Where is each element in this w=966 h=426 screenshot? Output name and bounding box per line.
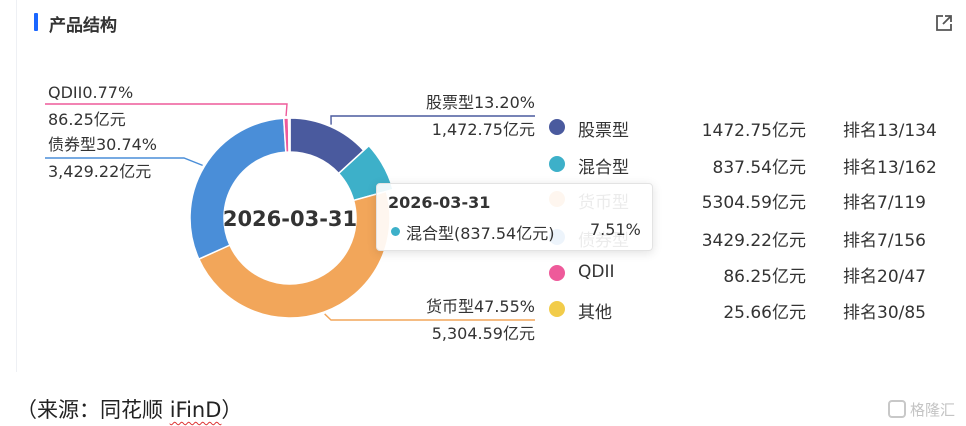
legend-name-1: 股票型 [578,121,629,141]
legend-dot-1 [549,119,565,135]
slice-label-3: 货币型47.55% [426,297,535,316]
leader-line-1 [330,115,535,125]
source-note: （来源：同花顺 iFinD） [16,394,242,424]
legend-rank-3: 排名7/119 [843,193,926,213]
leader-line-3 [324,313,535,321]
source-brand: iFinD [169,398,222,422]
legend-amount-6: 25.66亿元 [723,303,806,323]
slice-3[interactable] [197,190,391,319]
watermark: 格隆汇 [888,399,956,421]
legend-dot-5 [549,265,565,281]
source-suffix: ） [221,398,243,422]
legend-name-5: QDII [578,262,615,282]
legend-rank-4: 排名7/156 [843,231,926,251]
legend-rank-1: 排名13/134 [843,121,937,141]
slice-value-label-4: 3,429.22亿元 [48,162,151,181]
legend-dot-2 [549,156,565,172]
slice-value-label-3: 5,304.59亿元 [432,324,535,343]
legend-rank-5: 排名20/47 [843,267,926,287]
leader-line-4 [45,157,203,167]
legend-name-2: 混合型 [578,158,629,178]
watermark-text: 格隆汇 [910,401,956,419]
legend-rank-2: 排名13/162 [843,158,937,178]
export-icon[interactable] [935,14,953,32]
source-prefix: （来源：同花顺 [16,398,170,422]
slice-label-4: 债券型30.74% [48,135,157,154]
legend-name-6: 其他 [578,303,612,323]
slice-label-1: 股票型13.20% [426,93,535,112]
tooltip-percent: 7.51% [590,220,641,239]
donut-center-label: 2026-03-31 [223,207,357,231]
leader-line-5 [45,103,288,117]
card-title: 产品结构 [49,16,117,36]
legend-amount-1: 1472.75亿元 [701,121,806,141]
legend-dot-6 [549,301,565,317]
legend-amount-4: 3429.22亿元 [701,231,806,251]
title-accent-bar [34,13,38,31]
slice-value-label-1: 1,472.75亿元 [432,120,535,139]
watermark-logo-icon [888,400,906,418]
chart-tooltip: 2026-03-31 混合型(837.54亿元) 7.51% [376,183,653,251]
slice-6[interactable] [287,117,291,153]
legend-rank-6: 排名30/85 [843,303,926,323]
tooltip-series-value: 混合型(837.54亿元) [406,224,555,243]
tooltip-series-dot [391,227,400,236]
tooltip-date: 2026-03-31 [388,193,491,212]
slice-value-label-5: 86.25亿元 [48,110,126,129]
slice-label-5: QDII0.77% [48,83,133,102]
legend-amount-3: 5304.59亿元 [701,193,806,213]
legend-amount-2: 837.54亿元 [712,158,806,178]
legend-amount-5: 86.25亿元 [723,267,806,287]
slice-4[interactable] [189,117,287,261]
